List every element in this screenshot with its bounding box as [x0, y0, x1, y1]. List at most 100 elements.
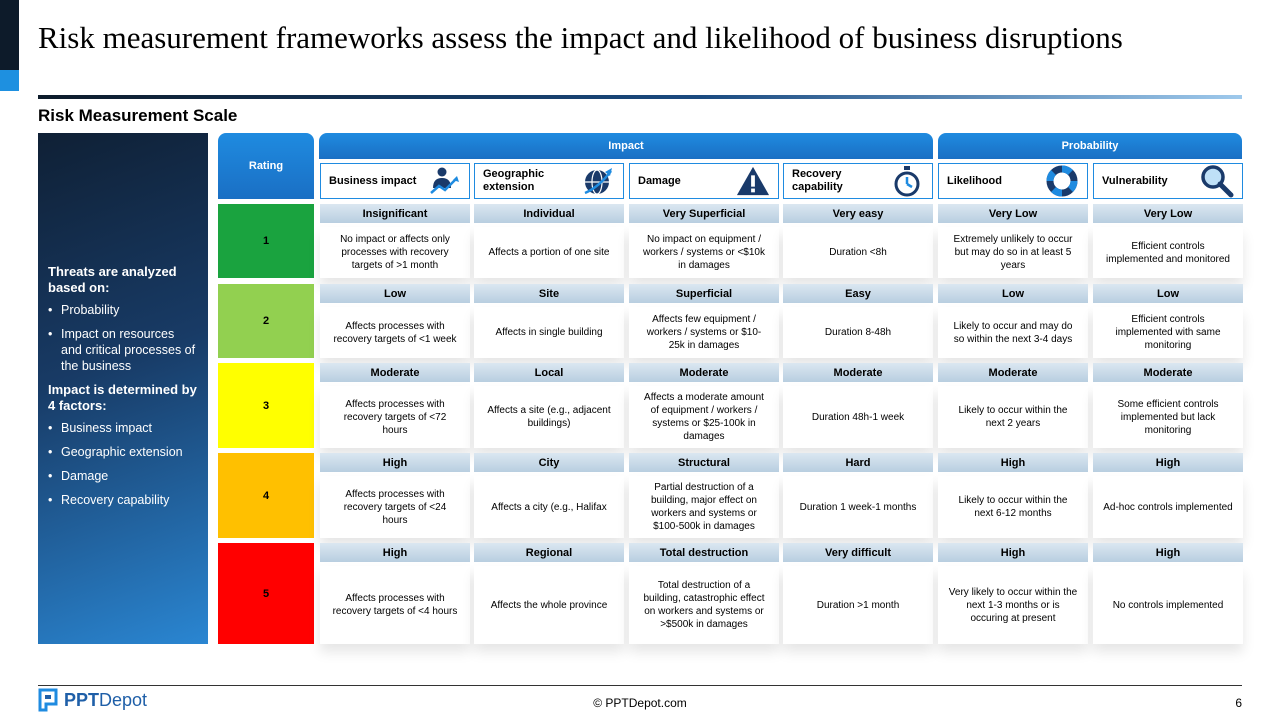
level-label: Moderate	[320, 363, 470, 382]
description-cell: Affects processes with recovery targets …	[320, 307, 470, 358]
magnifier-icon	[1200, 164, 1234, 198]
person-chart-icon	[427, 164, 461, 198]
column-header-label: Likelihood	[947, 174, 1002, 187]
sidebar-list-factors: Business impact Geographic extension Dam…	[48, 420, 198, 508]
description-cell: Duration 8-48h	[783, 307, 933, 358]
level-label: Insignificant	[320, 204, 470, 223]
level-label: Very Low	[938, 204, 1088, 223]
level-label: Total destruction	[629, 543, 779, 562]
level-label: Moderate	[629, 363, 779, 382]
sidebar-list-item: Damage	[48, 468, 198, 484]
rating-cell-5: 5	[218, 543, 314, 644]
description-cell: Efficient controls implemented and monit…	[1093, 227, 1243, 278]
level-label: Structural	[629, 453, 779, 472]
description-cell: Extremely unlikely to occur but may do s…	[938, 227, 1088, 278]
description-cell: Affects in single building	[474, 307, 624, 358]
corner-accent-dark	[0, 0, 19, 70]
sidebar-heading-impact: Impact is determined by 4 factors:	[48, 382, 197, 413]
copyright-text: © PPTDepot.com	[593, 696, 687, 710]
level-label: High	[1093, 543, 1243, 562]
level-label: High	[938, 453, 1088, 472]
page-number: 6	[1235, 696, 1242, 710]
level-label: Very difficult	[783, 543, 933, 562]
description-cell: No controls implemented	[1093, 566, 1243, 644]
column-header-label: Damage	[638, 174, 681, 187]
level-label: Low	[320, 284, 470, 303]
description-cell: Affects the whole province	[474, 566, 624, 644]
level-label: High	[320, 453, 470, 472]
slide-title: Risk measurement frameworks assess the i…	[38, 20, 1123, 55]
level-label: Low	[938, 284, 1088, 303]
rating-cell-1: 1	[218, 204, 314, 278]
description-cell: Affects processes with recovery targets …	[320, 566, 470, 644]
level-label: Moderate	[1093, 363, 1243, 382]
description-cell: Affects a city (e.g., Halifax	[474, 476, 624, 538]
description-cell: Partial destruction of a building, major…	[629, 476, 779, 538]
column-header-vulnerability: Vulnerability	[1093, 163, 1243, 199]
description-cell: Likely to occur and may do so within the…	[938, 307, 1088, 358]
column-header-label: Geographic extension	[483, 168, 545, 193]
column-header-recovery-capability: Recovery capability	[783, 163, 933, 199]
description-cell: Affects few equipment / workers / system…	[629, 307, 779, 358]
description-cell: Ad-hoc controls implemented	[1093, 476, 1243, 538]
level-label: Moderate	[938, 363, 1088, 382]
level-label: Moderate	[783, 363, 933, 382]
lifebuoy-icon	[1045, 164, 1079, 198]
description-cell: No impact or affects only processes with…	[320, 227, 470, 278]
description-cell: Efficient controls implemented with same…	[1093, 307, 1243, 358]
sidebar-content: Threats are analyzed based on: Probabili…	[48, 264, 198, 516]
sidebar-list-item: Geographic extension	[48, 444, 198, 460]
level-label: Regional	[474, 543, 624, 562]
level-label: Hard	[783, 453, 933, 472]
column-header-likelihood: Likelihood	[938, 163, 1088, 199]
level-label: Easy	[783, 284, 933, 303]
footer-divider	[38, 685, 1242, 686]
rating-cell-4: 4	[218, 453, 314, 538]
rating-cell-3: 3	[218, 363, 314, 448]
sidebar-list-threats: Probability Impact on resources and crit…	[48, 302, 198, 374]
sidebar-heading-threats: Threats are analyzed based on:	[48, 264, 177, 295]
description-cell: No impact on equipment / workers / syste…	[629, 227, 779, 278]
description-cell: Duration >1 month	[783, 566, 933, 644]
title-divider	[38, 95, 1242, 99]
level-label: Individual	[474, 204, 624, 223]
level-label: High	[938, 543, 1088, 562]
sidebar-list-item: Recovery capability	[48, 492, 198, 508]
description-cell: Affects a site (e.g., adjacent buildings…	[474, 386, 624, 448]
level-label: High	[1093, 453, 1243, 472]
level-label: Very Superficial	[629, 204, 779, 223]
sidebar-list-item: Business impact	[48, 420, 198, 436]
group-header-impact: Impact	[319, 133, 933, 159]
globe-plane-icon	[581, 164, 615, 198]
logo-mark-icon	[38, 688, 58, 712]
description-cell: Very likely to occur within the next 1-3…	[938, 566, 1088, 644]
warning-icon	[736, 164, 770, 198]
level-label: Site	[474, 284, 624, 303]
sidebar-list-item: Impact on resources and critical process…	[48, 326, 198, 374]
column-header-geographic-extension: Geographic extension	[474, 163, 624, 199]
description-cell: Affects processes with recovery targets …	[320, 476, 470, 538]
description-cell: Some efficient controls implemented but …	[1093, 386, 1243, 448]
description-cell: Duration 48h-1 week	[783, 386, 933, 448]
description-cell: Duration 1 week-1 months	[783, 476, 933, 538]
column-header-label: Recovery capability	[792, 168, 843, 193]
description-cell: Affects a portion of one site	[474, 227, 624, 278]
pptdepot-logo: PPTDepot	[38, 688, 147, 712]
description-cell: Affects a moderate amount of equipment /…	[629, 386, 779, 448]
description-cell: Affects processes with recovery targets …	[320, 386, 470, 448]
section-title: Risk Measurement Scale	[38, 106, 238, 125]
stopwatch-icon	[890, 164, 924, 198]
rating-cell-2: 2	[218, 284, 314, 358]
level-label: Superficial	[629, 284, 779, 303]
level-label: Low	[1093, 284, 1243, 303]
column-header-damage: Damage	[629, 163, 779, 199]
description-cell: Likely to occur within the next 6-12 mon…	[938, 476, 1088, 538]
level-label: Local	[474, 363, 624, 382]
description-cell: Total destruction of a building, catastr…	[629, 566, 779, 644]
logo-text: PPTDepot	[64, 689, 148, 710]
sidebar-panel: Threats are analyzed based on: Probabili…	[38, 133, 208, 644]
column-header-label: Business impact	[329, 174, 417, 187]
rating-header: Rating	[218, 133, 314, 199]
column-header-business-impact: Business impact	[320, 163, 470, 199]
description-cell: Duration <8h	[783, 227, 933, 278]
